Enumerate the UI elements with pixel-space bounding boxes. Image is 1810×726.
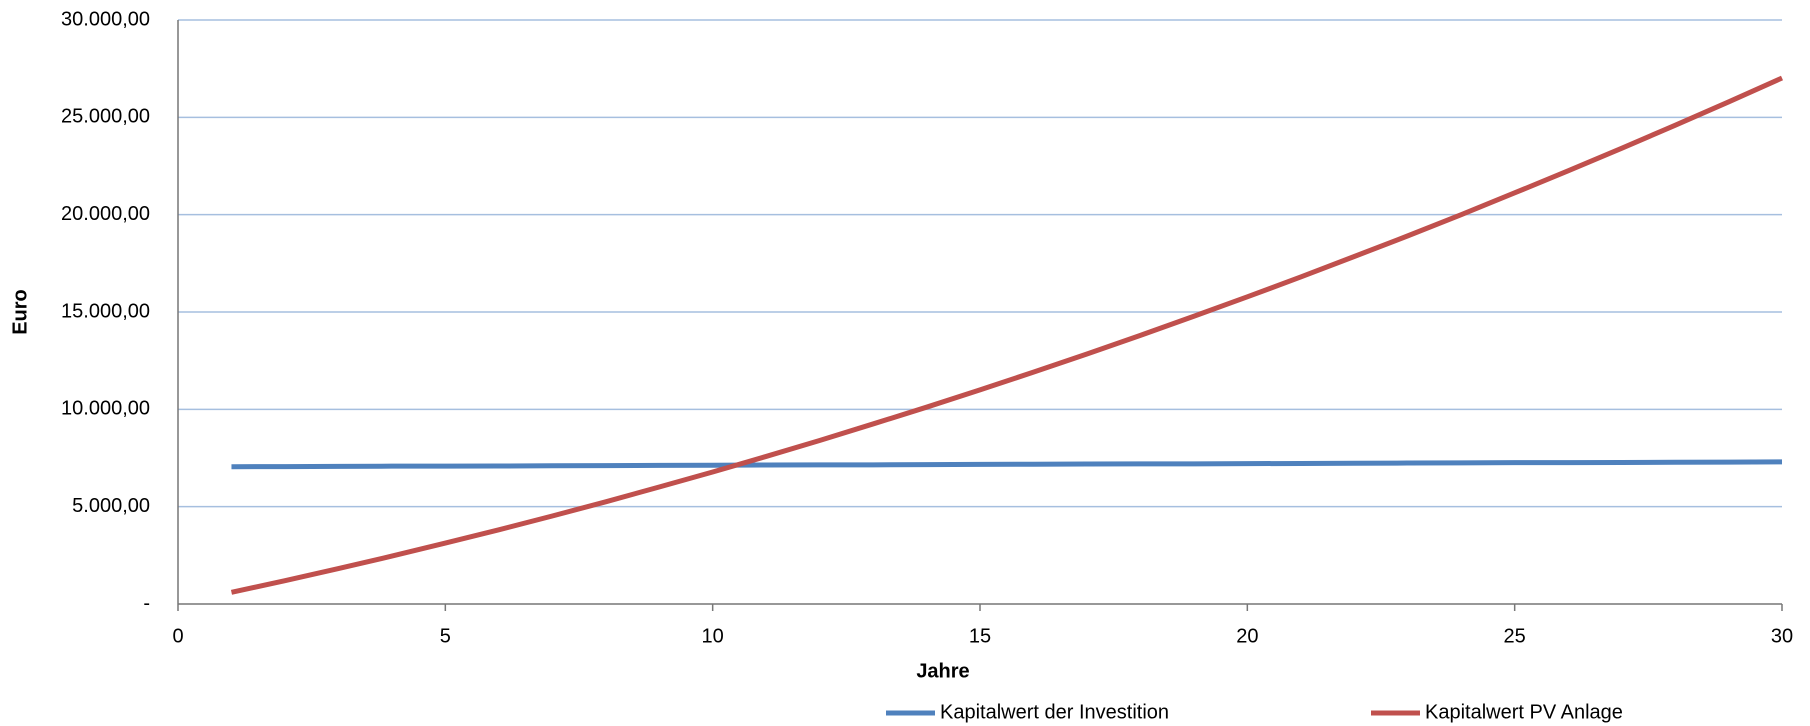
series-line <box>231 459 1783 470</box>
legend-label: Kapitalwert der Investition <box>940 701 1169 723</box>
y-tick-label: 20.000,00 <box>61 203 150 225</box>
x-tick-label: 25 <box>1504 625 1526 647</box>
y-tick-label: 15.000,00 <box>61 300 150 322</box>
x-tick-label: 10 <box>702 625 724 647</box>
series-line <box>230 75 1784 595</box>
x-tick-label: 5 <box>440 625 451 647</box>
x-tick-label: 30 <box>1771 625 1793 647</box>
x-tick-label: 0 <box>172 625 183 647</box>
x-tick-label: 15 <box>969 625 991 647</box>
y-tick-label: 10.000,00 <box>61 398 150 420</box>
y-tick-label: 25.000,00 <box>61 106 150 128</box>
y-axis-label: Euro <box>9 289 31 335</box>
y-tick-label: 30.000,00 <box>61 8 150 30</box>
x-tick-label: 20 <box>1236 625 1258 647</box>
x-axis-label: Jahre <box>916 660 969 682</box>
y-tick-label: - <box>143 592 150 614</box>
legend-label: Kapitalwert PV Anlage <box>1425 701 1623 723</box>
y-tick-label: 5.000,00 <box>72 495 150 517</box>
